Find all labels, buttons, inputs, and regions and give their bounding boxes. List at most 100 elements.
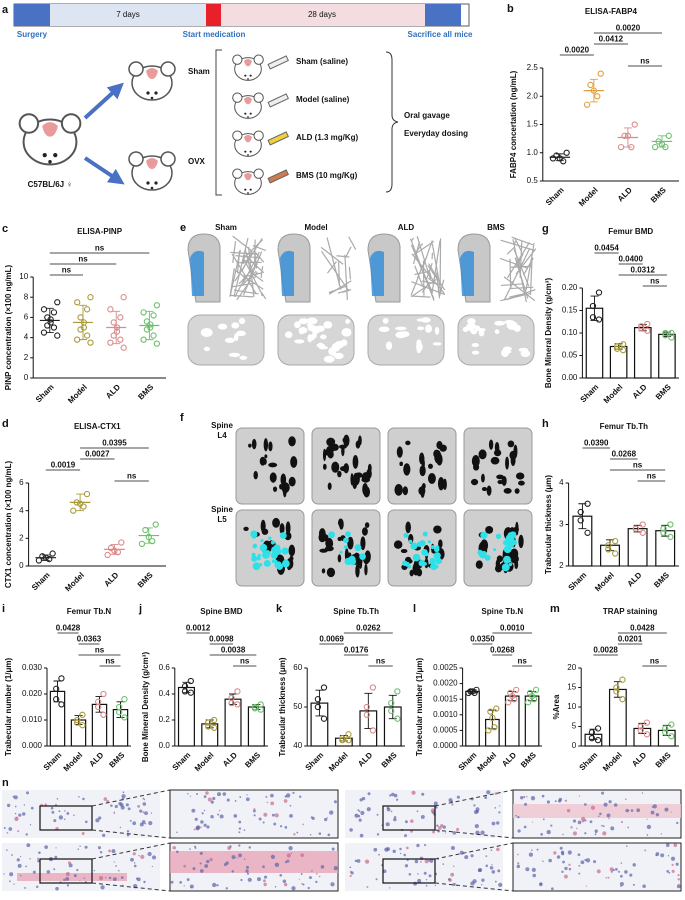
cell [78, 796, 80, 798]
x-tick-label: ALD [630, 750, 648, 768]
cell [26, 843, 30, 847]
cell [655, 854, 657, 856]
cell [405, 864, 408, 867]
data-point [640, 522, 645, 527]
x-tick-label: BMS [136, 382, 155, 401]
cell [272, 814, 275, 817]
x-tick-label: Sham [579, 383, 601, 405]
p-value: ns [127, 472, 137, 481]
p-value: 0.0268 [490, 646, 515, 655]
cell [448, 878, 451, 881]
cell [316, 873, 318, 875]
cell [140, 823, 144, 827]
cell [357, 859, 361, 863]
trabecula-highlight [276, 563, 283, 570]
trabecula-highlight [275, 548, 282, 555]
cell [456, 828, 459, 831]
cell [349, 875, 351, 877]
cell [66, 872, 70, 876]
data-point [85, 333, 90, 338]
trabecula [337, 256, 350, 257]
mouse-icon [233, 93, 264, 118]
event-label: Surgery [17, 30, 48, 39]
data-point [88, 340, 93, 345]
pore [243, 527, 248, 531]
cell [144, 799, 145, 800]
trabecula-highlight [402, 561, 407, 566]
x-tick-label: ALD [87, 750, 105, 768]
cell [498, 811, 500, 813]
x-tick-label: Model [602, 383, 625, 406]
cell [484, 796, 487, 799]
cell [481, 884, 482, 885]
cell [432, 831, 435, 834]
y-tick-label: 50 [293, 702, 302, 711]
data-point [80, 712, 85, 717]
x-tick-label: Sham [567, 571, 589, 593]
cell [25, 865, 27, 867]
bar [659, 334, 675, 378]
data-point [81, 504, 86, 509]
pore [290, 456, 297, 468]
cell [442, 863, 444, 865]
cell [248, 878, 252, 882]
pore [308, 325, 317, 331]
pore [289, 556, 293, 561]
cell [206, 825, 209, 828]
cell [176, 831, 178, 833]
cell [561, 852, 564, 855]
trabecula-highlight [431, 545, 435, 549]
pore [403, 463, 410, 475]
cell [553, 851, 556, 854]
cell [300, 853, 304, 857]
pore [472, 351, 480, 355]
cell [540, 833, 543, 836]
cell [564, 867, 567, 870]
pore [501, 349, 509, 357]
data-point [51, 310, 56, 315]
trabecula-highlight [344, 545, 348, 549]
pore [337, 537, 341, 541]
y-tick-label: 0.0020 [433, 679, 458, 688]
cell [330, 882, 334, 886]
cell [625, 798, 627, 800]
x-tick-label: Model [601, 751, 624, 774]
cell [113, 877, 117, 881]
pore [225, 338, 235, 343]
pore [359, 560, 362, 568]
cell [8, 827, 12, 831]
cell [59, 815, 63, 819]
y-tick-label: 0.0025 [433, 663, 458, 672]
p-value: 0.0038 [221, 646, 246, 655]
treatment-label: Model (saline) [296, 95, 350, 104]
data-point [51, 325, 56, 330]
data-point [121, 345, 126, 350]
y-tick-label: 0.00 [562, 373, 578, 382]
cell [227, 846, 231, 850]
panel-label: f [180, 412, 184, 424]
data-point [55, 333, 60, 338]
cell [532, 874, 536, 878]
data-point [620, 677, 625, 682]
timeline-segment [206, 4, 221, 26]
trabecula-highlight [409, 540, 413, 544]
treatment-label: Sham (saline) [296, 57, 348, 66]
mouse-icon [20, 114, 81, 164]
y-tick-label: 15 [567, 683, 576, 692]
cell [17, 858, 20, 861]
cell [210, 815, 213, 818]
pore [353, 455, 359, 469]
cell [143, 881, 145, 883]
cell [18, 864, 22, 868]
trabecula-highlight [403, 533, 408, 538]
cell [133, 852, 136, 855]
cell [217, 792, 221, 796]
trabecula-highlight [430, 563, 437, 570]
pore [234, 333, 239, 341]
x-tick-label: ALD [616, 185, 634, 203]
pore [417, 318, 425, 321]
cell [33, 871, 36, 874]
y-tick-label: 0.000 [22, 741, 43, 750]
bar [628, 529, 647, 566]
